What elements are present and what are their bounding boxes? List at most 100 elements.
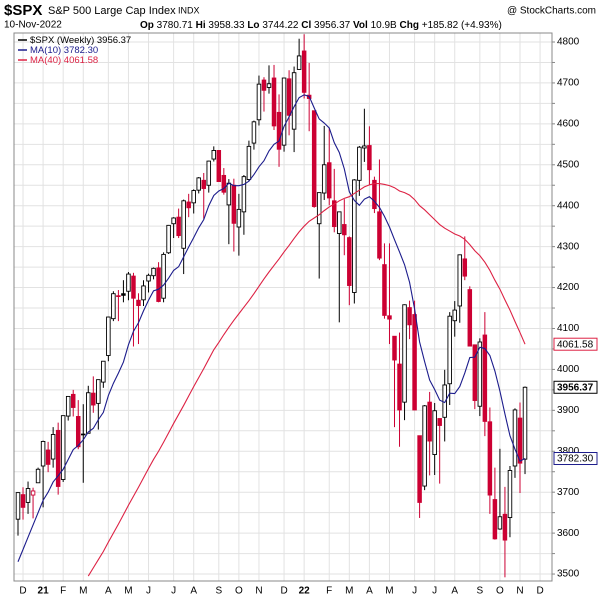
stat-value: +185.82 (+4.93%) <box>422 20 502 31</box>
candle-body <box>332 200 337 228</box>
candle-body <box>377 211 382 259</box>
candle-body <box>196 177 201 191</box>
plot <box>15 34 528 578</box>
candle-body <box>176 216 181 237</box>
x-tick-label: M <box>345 586 353 597</box>
candle-body <box>116 295 121 297</box>
legend-name: MA(10) <box>30 45 61 56</box>
y-tick-label: 4800 <box>557 37 580 48</box>
candle-body <box>497 516 503 530</box>
ma-line <box>17 94 526 562</box>
candle-body <box>337 211 342 234</box>
x-tick-label: A <box>190 586 197 597</box>
candle-body <box>291 72 297 130</box>
candle-body <box>321 164 327 194</box>
x-tick-label: J <box>171 586 176 597</box>
candle-body <box>512 409 518 467</box>
candle-body <box>106 316 111 356</box>
candle-body <box>206 160 212 186</box>
candle-body <box>45 449 51 465</box>
legend-entry: $SPX (Weekly) 3956.37 <box>30 35 131 46</box>
candle-body <box>387 315 392 320</box>
candle-body <box>141 285 146 301</box>
candle-body <box>25 488 31 503</box>
x-tick-label: M <box>385 586 393 597</box>
candle-body <box>367 145 372 171</box>
candle-body <box>281 77 287 146</box>
x-tick-label: S <box>477 586 484 597</box>
candle-body <box>251 121 257 144</box>
candle-body <box>502 513 508 541</box>
candle-body <box>226 182 232 206</box>
x-tick-label: 21 <box>38 586 50 597</box>
candle-body <box>492 499 498 540</box>
value-box-label: 3956.37 <box>557 382 594 393</box>
legend-entry: MA(40) 4061.58 <box>30 55 98 66</box>
stat-label: Vol <box>353 20 368 31</box>
x-tick-label: J <box>432 586 437 597</box>
y-tick-label: 4500 <box>557 159 580 170</box>
candle-body <box>121 293 126 296</box>
candle-body <box>231 184 237 224</box>
y-tick-label: 4300 <box>557 241 580 252</box>
candle-body <box>30 490 36 496</box>
candle-body <box>20 494 26 508</box>
x-tick-label: D <box>19 586 26 597</box>
legend-value: 3956.37 <box>97 35 131 46</box>
x-tick-label: M <box>124 586 132 597</box>
stat-label: Chg <box>400 20 419 31</box>
candle-body <box>191 190 196 204</box>
candle-body <box>156 267 161 302</box>
candle-body <box>256 83 262 121</box>
candle-body <box>181 200 186 249</box>
candle-body <box>507 470 513 519</box>
candle-body <box>447 315 452 385</box>
candle-body <box>171 217 176 225</box>
stats: Op 3780.71 Hi 3958.33 Lo 3744.22 Cl 3956… <box>140 20 502 31</box>
y-tick-label: 4600 <box>557 118 580 129</box>
candle-body <box>91 392 96 406</box>
legend-name: $SPX (Weekly) <box>30 35 94 46</box>
legend-value: 4061.58 <box>64 55 98 66</box>
candle-body <box>347 237 352 286</box>
y-tick-label: 4200 <box>557 282 580 293</box>
candle-body <box>472 344 478 401</box>
legend-value: 3782.30 <box>64 45 98 56</box>
stat-value: 3958.33 <box>208 20 245 31</box>
x-tick-label: A <box>366 586 373 597</box>
y-tick-label: 4000 <box>557 364 580 375</box>
index-name: S&P 500 Large Cap Index <box>48 5 176 17</box>
candle-body <box>286 78 292 116</box>
x-tick-label: D <box>280 586 287 597</box>
candle-body <box>352 179 357 293</box>
candle-body <box>407 307 412 326</box>
y-tick-label: 3900 <box>557 405 580 416</box>
y-tick-label: 4700 <box>557 78 580 89</box>
value-box <box>553 452 598 466</box>
candle-body <box>236 208 242 228</box>
candle-body <box>81 433 86 436</box>
candle-body <box>221 174 227 193</box>
candle-body <box>55 429 61 487</box>
value-box <box>553 380 598 394</box>
candle-body <box>70 393 76 408</box>
candle-body <box>417 435 422 503</box>
candle-body <box>432 410 437 455</box>
x-tick-label: S <box>215 586 222 597</box>
candle-body <box>101 360 106 383</box>
y-tick-label: 3600 <box>557 528 580 539</box>
candle-body <box>452 309 457 322</box>
x-tick-label: A <box>451 586 458 597</box>
x-tick-label: O <box>235 586 243 597</box>
stat-value: 3780.71 <box>157 20 194 31</box>
candle-body <box>261 79 267 91</box>
candle-body <box>75 416 81 448</box>
candle-body <box>271 77 277 127</box>
candle-body <box>382 264 387 316</box>
candle-body <box>96 379 101 404</box>
exchange: INDX <box>178 5 200 15</box>
candle-body <box>241 176 247 213</box>
candle-body <box>517 417 523 464</box>
x-tick-label: F <box>326 586 332 597</box>
